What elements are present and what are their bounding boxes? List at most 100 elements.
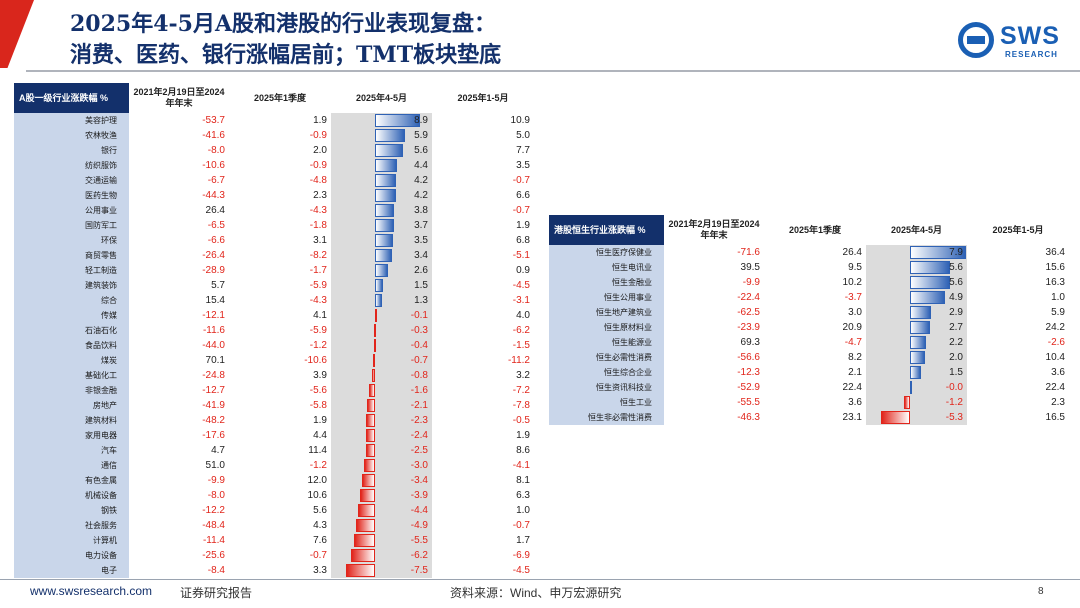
bar-value-label: -0.0 xyxy=(945,382,963,393)
positive-bar xyxy=(375,204,395,217)
value-cell: -24.8 xyxy=(202,370,225,381)
bar-value-label: 2.7 xyxy=(949,322,963,333)
positive-bar xyxy=(375,114,420,127)
negative-bar xyxy=(369,384,376,397)
value-cell: 2.1 xyxy=(848,367,862,378)
bar-value-label: -2.5 xyxy=(410,445,428,456)
value-cell: -0.7 xyxy=(512,175,530,186)
bar-value-label: -4.4 xyxy=(410,505,428,516)
bar-cell: 4.2 xyxy=(331,188,432,203)
table-row: 恒生能源业 69.3 -4.7 2.2 -2.6 xyxy=(549,335,1069,350)
industry-name: 国防军工 xyxy=(14,218,129,233)
negative-bar xyxy=(362,474,376,487)
table-row: 电子 -8.4 3.3 -7.5 -4.5 xyxy=(14,563,534,578)
value-cell: 8.2 xyxy=(848,352,862,363)
industry-name: 美容护理 xyxy=(14,113,129,128)
bar-cell: -5.5 xyxy=(331,533,432,548)
positive-bar xyxy=(375,279,383,292)
bar-cell: 4.2 xyxy=(331,173,432,188)
value-cell: -4.8 xyxy=(309,175,327,186)
industry-name: 机械设备 xyxy=(14,488,129,503)
value-cell: 3.3 xyxy=(313,565,327,576)
value-cell: -6.7 xyxy=(207,175,225,186)
table-row: 计算机 -11.4 7.6 -5.5 1.7 xyxy=(14,533,534,548)
industry-name: 社会服务 xyxy=(14,518,129,533)
value-cell: -0.9 xyxy=(309,130,327,141)
bar-cell: -1.2 xyxy=(866,395,967,410)
value-cell: -52.9 xyxy=(737,382,760,393)
value-cell: -48.2 xyxy=(202,415,225,426)
positive-bar xyxy=(910,351,925,364)
positive-bar xyxy=(375,219,394,232)
industry-name: 食品饮料 xyxy=(14,338,129,353)
value-cell: 10.2 xyxy=(842,277,862,288)
table-row: 钢铁 -12.2 5.6 -4.4 1.0 xyxy=(14,503,534,518)
report-type: 证券研究报告 xyxy=(180,586,253,600)
bar-value-label: -4.9 xyxy=(410,520,428,531)
bar-cell: -0.4 xyxy=(331,338,432,353)
value-cell: -41.9 xyxy=(202,400,225,411)
value-cell: 5.9 xyxy=(1051,307,1065,318)
table-row: 社会服务 -48.4 4.3 -4.9 -0.7 xyxy=(14,518,534,533)
value-cell: -1.2 xyxy=(309,460,327,471)
value-cell: 12.0 xyxy=(307,475,327,486)
value-cell: 1.0 xyxy=(516,505,530,516)
bar-cell: 2.2 xyxy=(866,335,967,350)
bar-value-label: 4.9 xyxy=(949,292,963,303)
positive-bar xyxy=(375,249,393,262)
negative-bar xyxy=(880,411,911,424)
industry-name: 恒生资讯科技业 xyxy=(549,380,664,395)
value-cell: -28.9 xyxy=(202,265,225,276)
table-row: 汽车 4.7 11.4 -2.5 8.6 xyxy=(14,443,534,458)
positive-bar xyxy=(910,366,922,379)
value-cell: -1.7 xyxy=(309,265,327,276)
value-cell: 1.9 xyxy=(313,115,327,126)
table-row: 非银金融 -12.7 -5.6 -1.6 -7.2 xyxy=(14,383,534,398)
value-cell: 15.6 xyxy=(1045,262,1065,273)
value-cell: -8.2 xyxy=(309,250,327,261)
industry-name: 恒生能源业 xyxy=(549,335,664,350)
value-cell: -6.9 xyxy=(512,550,530,561)
bar-cell: -1.6 xyxy=(331,383,432,398)
bar-value-label: 4.2 xyxy=(414,190,428,201)
bar-cell: 7.9 xyxy=(866,245,967,260)
table-row: 基础化工 -24.8 3.9 -0.8 3.2 xyxy=(14,368,534,383)
bar-value-label: 3.7 xyxy=(414,220,428,231)
negative-bar xyxy=(372,354,376,367)
table-row: 交通运输 -6.7 -4.8 4.2 -0.7 xyxy=(14,173,534,188)
value-cell: 26.4 xyxy=(205,205,225,216)
value-cell: 4.4 xyxy=(313,430,327,441)
table-row: 煤炭 70.1 -10.6 -0.7 -11.2 xyxy=(14,353,534,368)
positive-bar xyxy=(910,291,946,304)
value-cell: 8.1 xyxy=(516,475,530,486)
value-cell: -6.2 xyxy=(512,325,530,336)
value-cell: 2.3 xyxy=(313,190,327,201)
bar-cell: -2.3 xyxy=(331,413,432,428)
hk-hang-seng-industry-table: 港股恒生行业涨跌幅 % 2021年2月19日至2024年年末 2025年1季度 … xyxy=(549,215,1069,425)
value-cell: 3.0 xyxy=(848,307,862,318)
bar-value-label: 4.2 xyxy=(414,175,428,186)
value-cell: -44.0 xyxy=(202,340,225,351)
value-cell: 69.3 xyxy=(740,337,760,348)
value-cell: 5.7 xyxy=(211,280,225,291)
value-cell: 6.8 xyxy=(516,235,530,246)
bar-cell: -0.8 xyxy=(331,368,432,383)
bar-cell: -4.4 xyxy=(331,503,432,518)
value-cell: -8.0 xyxy=(207,145,225,156)
positive-bar xyxy=(910,381,913,394)
table-row: 恒生医疗保健业 -71.6 26.4 7.9 36.4 xyxy=(549,245,1069,260)
industry-name: 电子 xyxy=(14,563,129,578)
sws-logo: SWS RESEARCH xyxy=(958,22,1068,64)
value-cell: 1.9 xyxy=(313,415,327,426)
negative-bar xyxy=(356,519,376,532)
value-cell: 10.9 xyxy=(510,115,530,126)
value-cell: -4.3 xyxy=(309,205,327,216)
bar-cell: -2.1 xyxy=(331,398,432,413)
bar-cell: 5.9 xyxy=(331,128,432,143)
website-link[interactable]: www.swsresearch.com xyxy=(30,584,153,598)
bar-cell: 2.6 xyxy=(331,263,432,278)
bar-value-label: 2.0 xyxy=(949,352,963,363)
value-cell: -56.6 xyxy=(737,352,760,363)
industry-name: 恒生公用事业 xyxy=(549,290,664,305)
table-row: 恒生综合企业 -12.3 2.1 1.5 3.6 xyxy=(549,365,1069,380)
